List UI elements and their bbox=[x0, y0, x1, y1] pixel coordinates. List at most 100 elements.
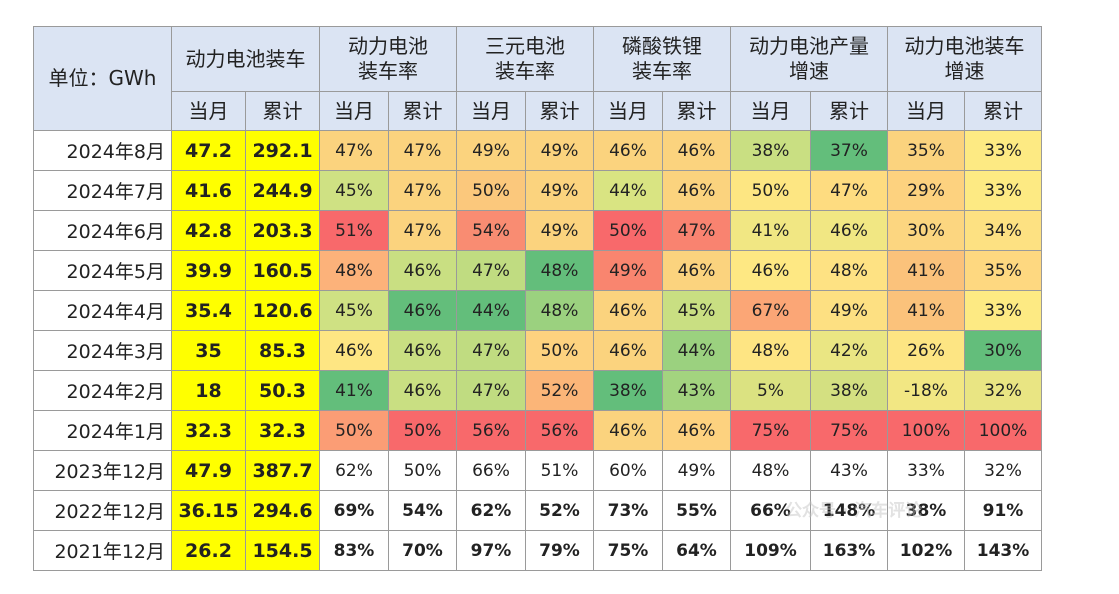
installed-month-cell: 47.9 bbox=[171, 450, 246, 491]
sub-header-month: 当月 bbox=[456, 91, 526, 131]
percent-cell: 41% bbox=[319, 370, 389, 411]
percent-cell: 48% bbox=[730, 330, 811, 371]
percent-cell: 102% bbox=[887, 530, 965, 571]
percent-cell: 52% bbox=[525, 370, 594, 411]
percent-cell: 75% bbox=[730, 410, 811, 451]
table-row: 2024年2月 18 50.3 41% 46% 47% 52% 38% 43% 5% 38% -18%… bbox=[33, 370, 1042, 411]
percent-cell: 49% bbox=[456, 130, 526, 171]
percent-cell: 33% bbox=[964, 130, 1042, 171]
percent-cell: 50% bbox=[525, 330, 594, 371]
percent-cell: 49% bbox=[593, 250, 663, 291]
group-header-line: 装车率 bbox=[358, 59, 418, 83]
group-header-ternary-rate: 三元电池 装车率 bbox=[456, 26, 594, 92]
sub-header-cumulative: 累计 bbox=[964, 91, 1042, 131]
group-header-lfp-rate: 磷酸铁锂 装车率 bbox=[593, 26, 731, 92]
percent-cell: 51% bbox=[319, 210, 389, 251]
percent-cell: 41% bbox=[887, 250, 965, 291]
percent-cell: 47% bbox=[456, 250, 526, 291]
row-label: 2022年12月 bbox=[33, 490, 172, 531]
percent-cell: 70% bbox=[388, 530, 457, 571]
percent-cell: 38% bbox=[887, 490, 965, 531]
percent-cell: 54% bbox=[456, 210, 526, 251]
installed-cumulative-cell: 292.1 bbox=[245, 130, 320, 171]
percent-cell: 46% bbox=[662, 170, 731, 211]
percent-cell: 163% bbox=[810, 530, 888, 571]
percent-cell: 60% bbox=[593, 450, 663, 491]
percent-cell: 46% bbox=[662, 410, 731, 451]
percent-cell: 44% bbox=[456, 290, 526, 331]
group-header-line: 三元电池 bbox=[485, 34, 565, 58]
percent-cell: 100% bbox=[964, 410, 1042, 451]
group-header-line: 增速 bbox=[944, 59, 985, 83]
row-label: 2024年7月 bbox=[33, 170, 172, 211]
battery-installation-table: 单位：GWh 动力电池装车 动力电池 装车率 三元电池 装车率 磷酸铁锂 装车率 动力… bbox=[33, 26, 1042, 571]
percent-cell: 32% bbox=[964, 370, 1042, 411]
percent-cell: 62% bbox=[456, 490, 526, 531]
percent-cell: 47% bbox=[662, 210, 731, 251]
percent-cell: 44% bbox=[593, 170, 663, 211]
table-row: 2024年1月 32.3 32.3 50% 50% 56% 56% 46% 46% 75% 75% 1… bbox=[33, 410, 1042, 451]
group-header-line: 动力电池装车 bbox=[904, 34, 1025, 58]
sub-header-month: 当月 bbox=[171, 91, 246, 131]
percent-cell: 47% bbox=[810, 170, 888, 211]
percent-cell: 46% bbox=[730, 250, 811, 291]
installed-month-cell: 47.2 bbox=[171, 130, 246, 171]
percent-cell: 50% bbox=[388, 410, 457, 451]
percent-cell: 54% bbox=[388, 490, 457, 531]
percent-cell: 91% bbox=[964, 490, 1042, 531]
percent-cell: 66% bbox=[456, 450, 526, 491]
percent-cell: 46% bbox=[319, 330, 389, 371]
installed-month-cell: 42.8 bbox=[171, 210, 246, 251]
installed-month-cell: 18 bbox=[171, 370, 246, 411]
percent-cell: 79% bbox=[525, 530, 594, 571]
percent-cell: 50% bbox=[730, 170, 811, 211]
table-row: 2021年12月 26.2 154.5 83% 70% 97% 79% 75% 64% 109% 1… bbox=[33, 530, 1042, 571]
percent-cell: 75% bbox=[810, 410, 888, 451]
percent-cell: 49% bbox=[810, 290, 888, 331]
sub-header-cumulative: 累计 bbox=[810, 91, 888, 131]
group-header-line: 装车率 bbox=[495, 59, 555, 83]
percent-cell: 48% bbox=[525, 250, 594, 291]
table-row: 2024年5月 39.9 160.5 48% 46% 47% 48% 49% 46% 46% 48%… bbox=[33, 250, 1042, 291]
percent-cell: 35% bbox=[964, 250, 1042, 291]
group-header-line: 动力电池产量 bbox=[749, 34, 869, 58]
table-row: 2023年12月 47.9 387.7 62% 50% 66% 51% 60% 49% 48% 43… bbox=[33, 450, 1042, 491]
percent-cell: 46% bbox=[388, 250, 457, 291]
percent-cell: 37% bbox=[810, 130, 888, 171]
percent-cell: 83% bbox=[319, 530, 389, 571]
percent-cell: 51% bbox=[525, 450, 594, 491]
row-label: 2023年12月 bbox=[33, 450, 172, 491]
percent-cell: 48% bbox=[319, 250, 389, 291]
percent-cell: 49% bbox=[525, 210, 594, 251]
percent-cell: 5% bbox=[730, 370, 811, 411]
percent-cell: 67% bbox=[730, 290, 811, 331]
percent-cell: 38% bbox=[810, 370, 888, 411]
sub-header-cumulative: 累计 bbox=[525, 91, 594, 131]
row-label: 2021年12月 bbox=[33, 530, 172, 571]
installed-month-cell: 35 bbox=[171, 330, 246, 371]
percent-cell: 48% bbox=[810, 250, 888, 291]
percent-cell: 43% bbox=[662, 370, 731, 411]
percent-cell: 46% bbox=[593, 330, 663, 371]
row-label: 2024年5月 bbox=[33, 250, 172, 291]
percent-cell: 49% bbox=[662, 450, 731, 491]
percent-cell: 33% bbox=[964, 170, 1042, 211]
percent-cell: 32% bbox=[964, 450, 1042, 491]
installed-cumulative-cell: 160.5 bbox=[245, 250, 320, 291]
installed-month-cell: 41.6 bbox=[171, 170, 246, 211]
installed-month-cell: 36.15 bbox=[171, 490, 246, 531]
group-header-line: 动力电池 bbox=[348, 34, 428, 58]
percent-cell: 56% bbox=[456, 410, 526, 451]
percent-cell: 47% bbox=[388, 130, 457, 171]
installed-cumulative-cell: 85.3 bbox=[245, 330, 320, 371]
sub-header-cumulative: 累计 bbox=[388, 91, 457, 131]
group-header-line: 增速 bbox=[789, 59, 829, 83]
percent-cell: 49% bbox=[525, 130, 594, 171]
installed-cumulative-cell: 387.7 bbox=[245, 450, 320, 491]
percent-cell: 143% bbox=[964, 530, 1042, 571]
percent-cell: 47% bbox=[319, 130, 389, 171]
percent-cell: 47% bbox=[388, 210, 457, 251]
table-row: 2024年6月 42.8 203.3 51% 47% 54% 49% 50% 47% 41% 46%… bbox=[33, 210, 1042, 251]
percent-cell: 41% bbox=[887, 290, 965, 331]
percent-cell: 50% bbox=[388, 450, 457, 491]
